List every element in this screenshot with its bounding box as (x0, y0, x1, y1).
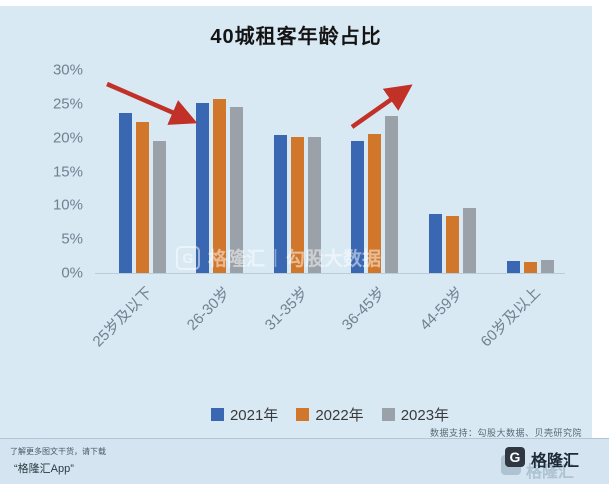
chart-area: 40城租客年龄占比 30% 25% 20% 15% 10% 5% 0% 25岁及以下 26-3… (0, 6, 592, 438)
bar (213, 99, 227, 273)
x-axis-label: 36-45岁 (339, 284, 389, 334)
chart-title: 40城租客年龄占比 (210, 26, 382, 48)
logo-text-shadow: 格隆汇 (526, 464, 575, 481)
bar-group-5 (428, 70, 476, 273)
bar (230, 107, 244, 273)
bar (368, 133, 382, 273)
bar (307, 137, 321, 273)
legend-item: 2022年 (296, 404, 364, 425)
bar (135, 122, 149, 273)
legend-swatch-icon (210, 407, 224, 421)
x-axis-label: 60岁及以上 (477, 284, 545, 351)
legend: 2021年 2022年 2023年 (95, 404, 565, 424)
bar-group-1 (118, 70, 166, 273)
footer-bar: 了解更多图文干货，请下载 “格隆汇App” G 格隆汇 格隆汇 (0, 438, 609, 484)
gelonghui-logo: G 格隆汇 格隆汇 (501, 445, 595, 481)
legend-swatch-icon (296, 407, 310, 421)
legend-label: 2022年 (315, 406, 364, 424)
logo-text: 格隆汇 (531, 453, 580, 470)
bar-group-2 (196, 70, 244, 273)
legend-label: 2021年 (229, 406, 279, 424)
x-axis-label: 26-30岁 (183, 284, 234, 334)
bar (506, 260, 520, 273)
bar (118, 112, 132, 273)
y-tick-label: 20% (52, 129, 83, 147)
y-axis: 30% 25% 20% 15% 10% 5% 0% (0, 62, 86, 282)
bar-group-6 (506, 70, 554, 273)
legend-item: 2021年 (210, 404, 279, 425)
bar (462, 208, 476, 273)
y-tick-label: 30% (52, 61, 83, 79)
x-axis-label: 25岁及以下 (89, 284, 157, 351)
bar (523, 261, 537, 273)
bar (385, 116, 399, 273)
y-tick-label: 15% (52, 163, 83, 180)
promo-block: 了解更多图文干货，请下载 “格隆汇App” (10, 446, 106, 476)
legend-item: 2023年 (381, 404, 450, 425)
bar (445, 215, 459, 273)
promo-app-name: “格隆汇App” (14, 463, 74, 475)
bar (428, 214, 442, 273)
promo-text: 了解更多图文干货，请下载 (10, 447, 106, 456)
x-axis-label: 31-35岁 (261, 284, 312, 334)
y-tick-label: 0% (61, 264, 83, 282)
logo-g-icon: G (505, 447, 525, 467)
legend-label: 2023年 (400, 406, 450, 424)
plot-area (95, 70, 565, 274)
y-tick-label: 5% (61, 230, 83, 248)
bar (540, 259, 554, 273)
bar (290, 137, 304, 273)
y-tick-label: 25% (52, 95, 83, 113)
bar (351, 141, 365, 273)
y-tick-label: 10% (52, 196, 83, 214)
bar (196, 103, 210, 273)
bar-group-3 (273, 70, 321, 273)
bar (152, 141, 166, 273)
x-axis-labels: 25岁及以下 26-30岁 31-35岁 36-45岁 44-59岁 60岁及以上 (90, 282, 565, 366)
bar-group-4 (351, 70, 399, 273)
data-source-note: 数据支持：勾股大数据、贝壳研究院 (429, 428, 582, 438)
bar (273, 135, 287, 273)
legend-swatch-icon (381, 407, 395, 421)
x-axis-label: 44-59岁 (416, 284, 467, 334)
